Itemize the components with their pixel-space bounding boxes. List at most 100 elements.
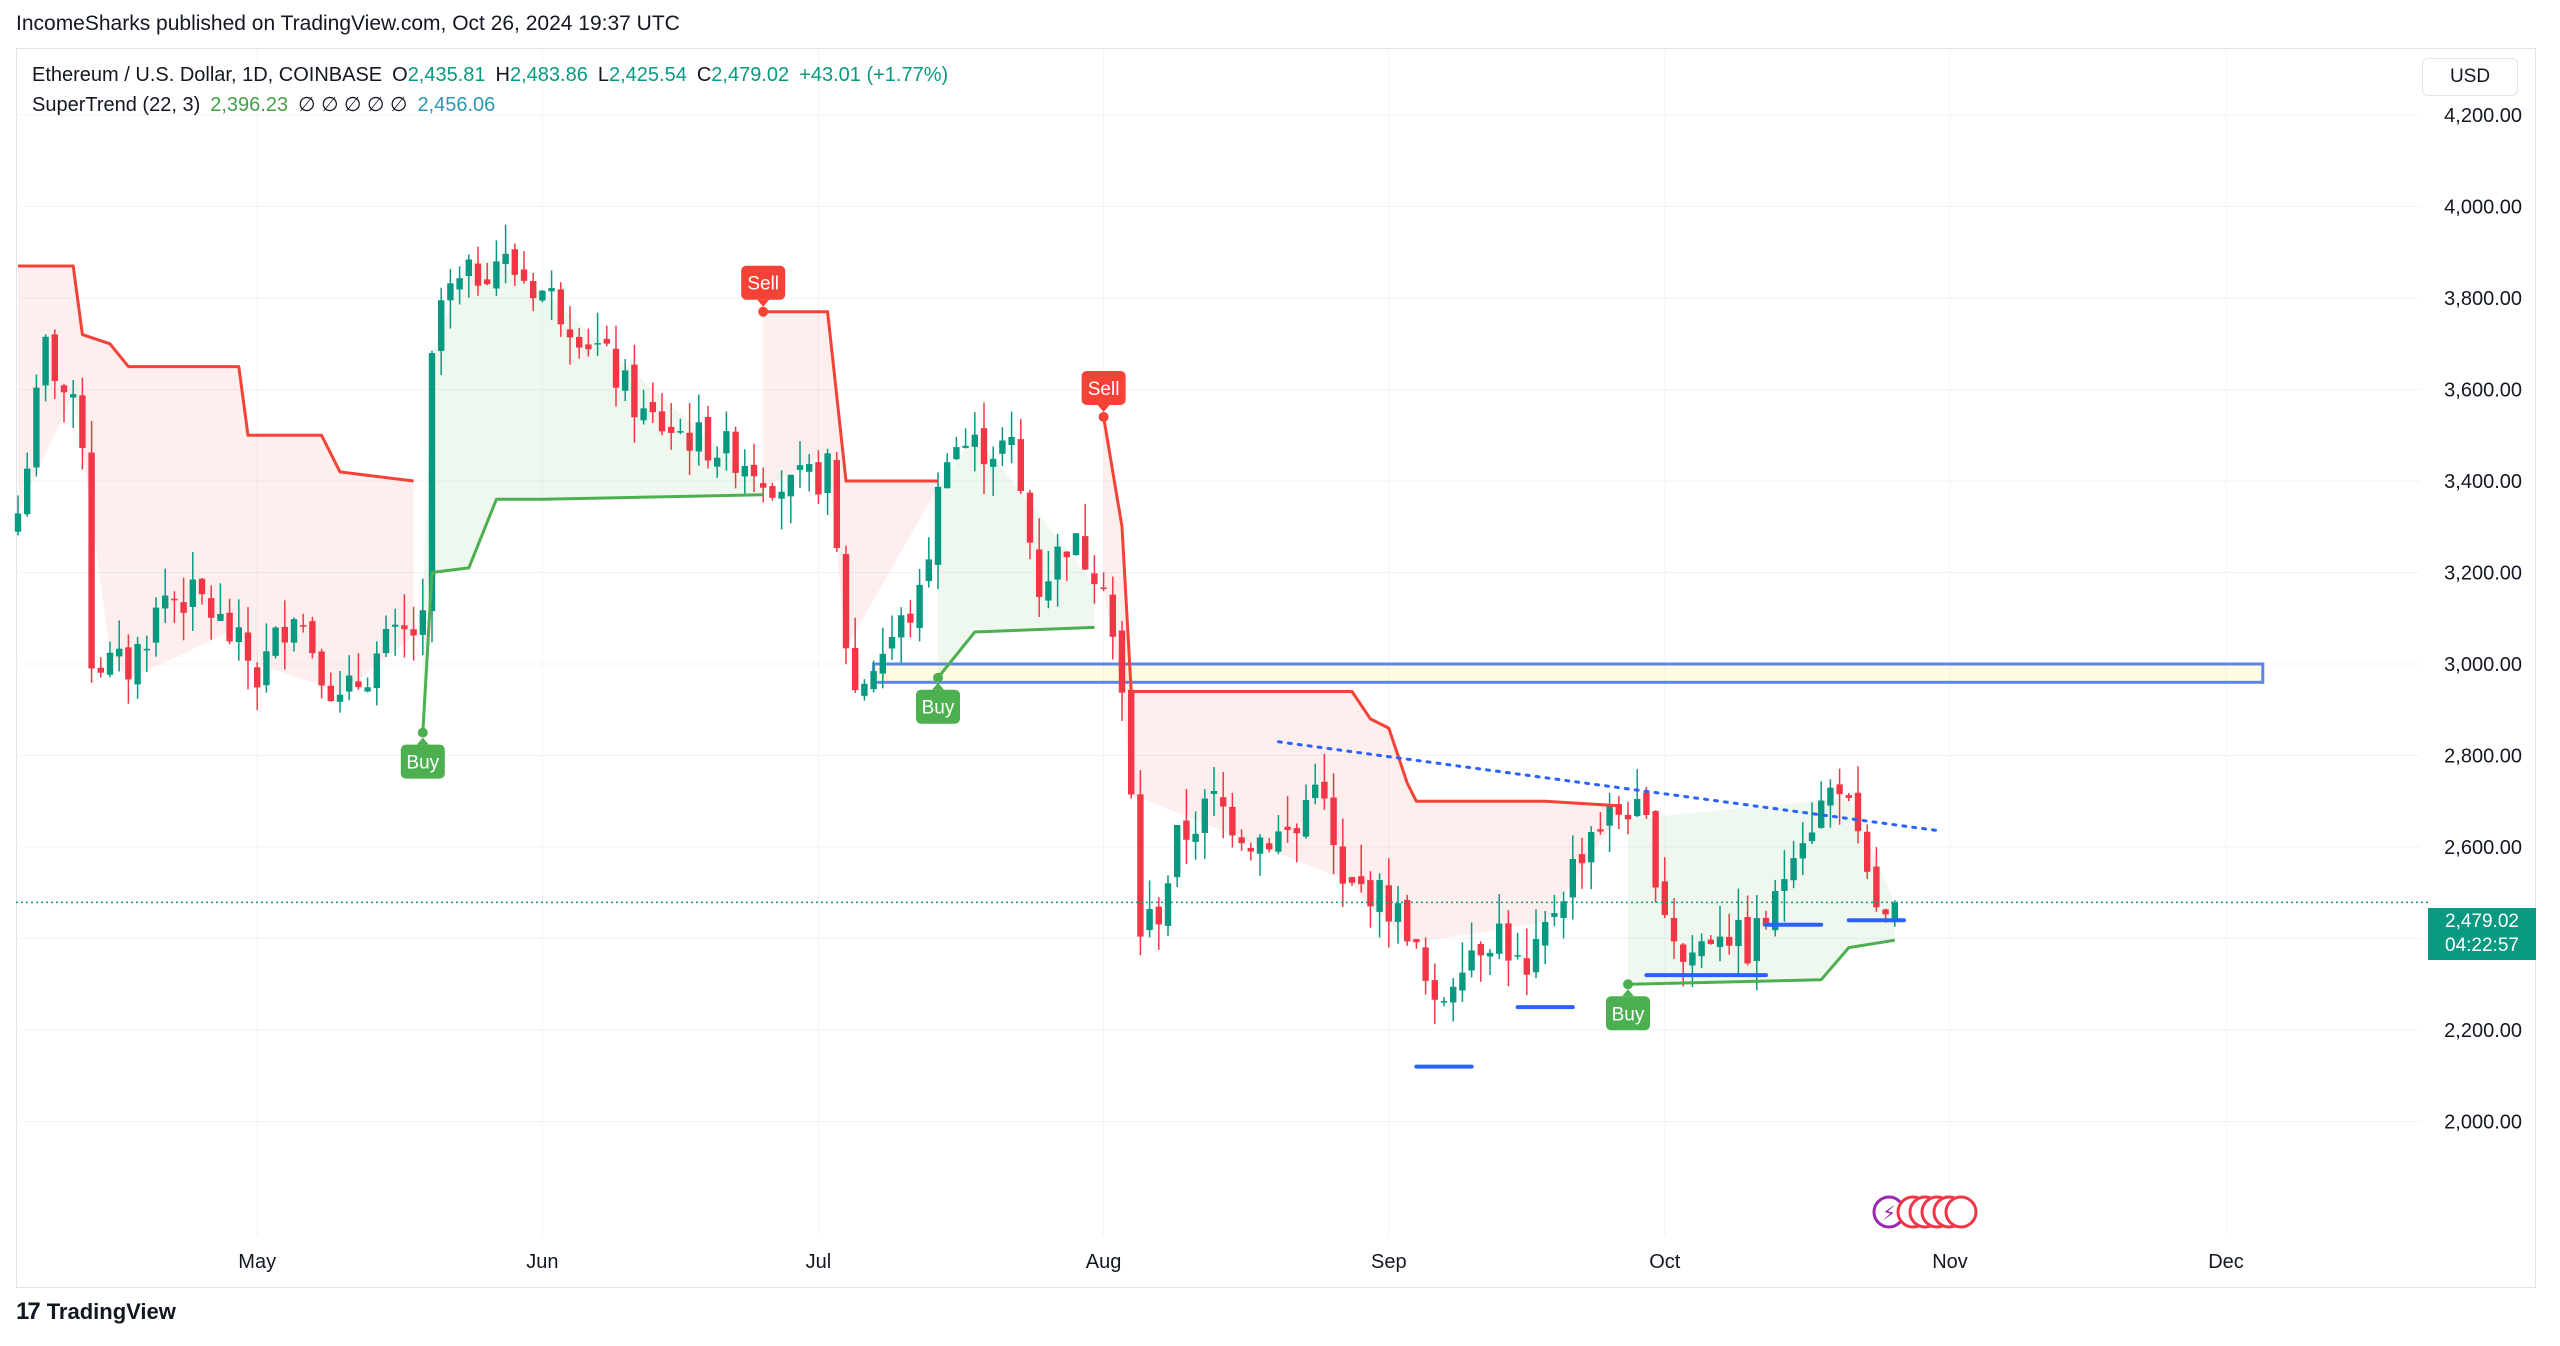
candle-body[interactable] (1735, 919, 1742, 947)
candle-body[interactable] (888, 637, 896, 649)
candle-body[interactable] (1220, 797, 1227, 807)
candle-body[interactable] (447, 283, 454, 301)
candle-body[interactable] (1312, 784, 1319, 799)
candle-body[interactable] (511, 249, 518, 275)
candle-body[interactable] (1082, 536, 1089, 570)
candle-body[interactable] (1762, 917, 1770, 927)
candle-body[interactable] (373, 653, 380, 689)
candle-body[interactable] (493, 261, 500, 289)
candle-body[interactable] (244, 632, 252, 661)
candle-body[interactable] (1753, 918, 1760, 961)
candle-body[interactable] (217, 613, 224, 621)
candle-body[interactable] (557, 289, 564, 325)
candle-body[interactable] (1597, 829, 1604, 832)
candle-body[interactable] (263, 651, 270, 686)
candle-body[interactable] (1496, 923, 1503, 954)
candle-body[interactable] (1394, 903, 1402, 922)
candle-body[interactable] (272, 627, 279, 656)
currency-button[interactable]: USD (2422, 58, 2518, 96)
candle-body[interactable] (879, 653, 886, 674)
flag-event-icon[interactable] (1944, 1195, 1978, 1229)
candle-body[interactable] (410, 629, 417, 636)
candle-body[interactable] (382, 628, 390, 654)
candle-body[interactable] (1201, 798, 1208, 833)
candle-body[interactable] (428, 353, 436, 612)
candle-body[interactable] (769, 486, 776, 498)
candle-body[interactable] (419, 610, 426, 635)
candle-body[interactable] (1376, 880, 1383, 912)
candle-body[interactable] (70, 394, 77, 398)
candle-body[interactable] (42, 336, 49, 386)
candle-body[interactable] (1192, 833, 1199, 842)
candle-body[interactable] (309, 621, 316, 654)
candle-body[interactable] (1137, 794, 1144, 937)
candle-body[interactable] (1854, 792, 1862, 832)
candle-body[interactable] (1026, 492, 1034, 543)
candle-body[interactable] (750, 464, 758, 477)
candle-body[interactable] (548, 288, 555, 292)
candle-body[interactable] (97, 667, 104, 673)
candle-body[interactable] (1551, 913, 1558, 917)
candle-body[interactable] (456, 278, 463, 290)
candle-body[interactable] (566, 329, 574, 338)
candle-body[interactable] (1174, 825, 1181, 878)
candle-body[interactable] (364, 687, 371, 692)
candle-body[interactable] (1606, 805, 1613, 826)
candle-body[interactable] (79, 395, 86, 449)
candle-body[interactable] (1284, 826, 1291, 830)
candle-body[interactable] (539, 290, 546, 301)
candle-body[interactable] (1716, 936, 1724, 948)
candle-body[interactable] (1615, 804, 1622, 815)
candle-body[interactable] (898, 615, 905, 638)
candle-body[interactable] (1229, 806, 1236, 836)
candle-body[interactable] (33, 387, 40, 468)
candle-body[interactable] (980, 428, 988, 465)
candle-body[interactable] (1864, 831, 1871, 872)
candle-body[interactable] (1707, 939, 1714, 944)
candle-body[interactable] (162, 595, 169, 609)
candle-body[interactable] (1367, 880, 1374, 907)
candle-body[interactable] (346, 675, 353, 692)
buy-signal-badge[interactable] (916, 689, 960, 724)
candle-body[interactable] (649, 402, 656, 413)
candle-body[interactable] (1183, 820, 1190, 840)
candle-body[interactable] (1293, 828, 1300, 834)
candle-body[interactable] (1891, 902, 1898, 923)
candle-body[interactable] (1164, 883, 1172, 926)
candle-body[interactable] (189, 579, 196, 607)
candle-body[interactable] (622, 370, 629, 391)
candle-body[interactable] (585, 344, 592, 350)
candle-body[interactable] (1008, 437, 1015, 445)
sell-signal-badge[interactable] (1081, 370, 1126, 405)
candle-body[interactable] (318, 651, 325, 686)
candle-body[interactable] (502, 253, 509, 265)
candle-body[interactable] (1256, 837, 1264, 854)
candle-body[interactable] (281, 627, 288, 643)
candle-body[interactable] (1799, 843, 1806, 859)
candle-body[interactable] (235, 627, 242, 643)
candle-body[interactable] (934, 486, 942, 565)
candle-body[interactable] (640, 408, 647, 421)
candle-body[interactable] (152, 607, 160, 643)
candle-body[interactable] (438, 300, 445, 351)
candle-body[interactable] (116, 648, 123, 657)
candle-body[interactable] (704, 417, 712, 461)
candle-body[interactable] (1210, 790, 1218, 794)
candle-body[interactable] (631, 364, 638, 418)
trendline[interactable] (1276, 740, 1943, 833)
candle-body[interactable] (1680, 944, 1687, 962)
candle-body[interactable] (1836, 784, 1843, 795)
candle-body[interactable] (1330, 797, 1337, 846)
candle-body[interactable] (1054, 546, 1061, 580)
candle-body[interactable] (392, 624, 399, 627)
buy-signal-badge[interactable] (1606, 996, 1650, 1031)
candle-body[interactable] (24, 468, 31, 515)
candle-body[interactable] (290, 619, 298, 643)
candle-body[interactable] (1440, 1001, 1448, 1003)
candle-body[interactable] (916, 584, 923, 628)
tradingview-logo[interactable]: 17 TradingView (16, 1298, 176, 1326)
candle-body[interactable] (180, 602, 187, 613)
candle-body[interactable] (1045, 581, 1052, 601)
candle-body[interactable] (355, 681, 362, 688)
